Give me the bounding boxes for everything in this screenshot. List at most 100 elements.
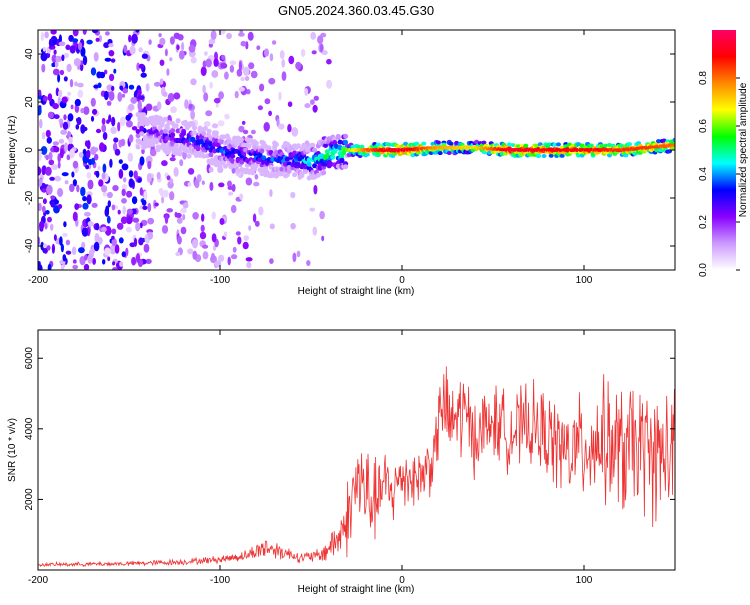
spectrogram-noise-cell <box>309 207 316 212</box>
spectrogram-noise-cell <box>232 246 237 253</box>
spectrogram-noise-cell <box>208 166 214 173</box>
spectrogram-noise-cell <box>119 261 124 267</box>
spectrogram-noise-cell <box>190 110 196 120</box>
spectrogram-noise-cell <box>120 216 128 224</box>
spectrogram-noise-cell <box>217 120 225 127</box>
spectrogram-noise-cell <box>41 63 46 73</box>
spectrogram-ridge-cell <box>192 130 197 136</box>
spectrogram-noise-cell <box>202 244 209 249</box>
spectrogram-ridge-cell <box>548 153 554 158</box>
spectrogram-noise-cell <box>102 132 108 140</box>
spectrogram-ridge-cell <box>206 128 212 134</box>
spectrogram-noise-cell <box>47 111 54 119</box>
spectrogram-noise-cell <box>156 101 162 111</box>
spectrogram-noise-cell <box>243 66 250 77</box>
spectrogram-noise-cell <box>118 159 123 165</box>
x-tick-label: 100 <box>576 575 593 586</box>
spectrogram-ridge-cell <box>437 151 443 156</box>
spectrogram-x-label: Height of straight line (km) <box>298 286 415 297</box>
spectrogram-noise-cell <box>38 202 42 212</box>
spectrogram-noise-cell <box>42 198 47 205</box>
spectrogram-noise-cell <box>49 176 55 181</box>
spectrogram-noise-cell <box>62 232 68 237</box>
spectrogram-noise-cell <box>215 103 219 108</box>
spectrogram-noise-cell <box>80 46 86 57</box>
spectrogram-ridge-cell <box>135 129 141 134</box>
colorbar-tick-label: 0.2 <box>698 215 709 229</box>
spectrogram-noise-cell <box>118 169 124 179</box>
spectrogram-noise-cell <box>123 177 127 183</box>
spectrogram-ridge-cell <box>312 163 318 169</box>
x-tick-label: 100 <box>576 275 593 286</box>
spectrogram-noise-cell <box>209 181 214 191</box>
spectrogram-noise-cell <box>180 226 187 235</box>
spectrogram-noise-cell <box>179 159 184 167</box>
spectrogram-ridge-cell <box>546 142 552 147</box>
spectrogram-noise-cell <box>52 141 60 146</box>
spectrogram-noise-cell <box>108 90 115 101</box>
spectrogram-noise-cell <box>128 134 134 143</box>
spectrogram-noise-cell <box>140 72 147 78</box>
spectrogram-noise-cell <box>73 58 81 67</box>
spectrogram-noise-cell <box>240 76 245 82</box>
spectrogram-noise-cell <box>60 243 64 253</box>
spectrogram-noise-cell <box>200 224 205 233</box>
spectrogram-noise-cell <box>42 46 47 52</box>
spectrogram-ridge-cell <box>150 141 156 147</box>
spectrogram-noise-cell <box>153 81 161 87</box>
spectrogram-noise-cell <box>312 104 318 113</box>
spectrogram-ridge-cell <box>139 125 145 131</box>
colorbar-tick-label: 0.4 <box>698 167 709 181</box>
spectrogram-noise-cell <box>91 30 99 34</box>
spectrogram-noise-cell <box>71 246 77 256</box>
spectrogram-ridge-cell <box>448 141 454 146</box>
spectrogram-noise-cell <box>125 120 133 128</box>
spectrogram-ridge-cell <box>516 144 521 149</box>
spectrogram-noise-cell <box>38 89 42 96</box>
spectrogram-ridge-cell <box>162 128 168 134</box>
spectrogram-noise-cell <box>53 146 60 153</box>
spectrogram-noise-cell <box>50 201 56 208</box>
spectrogram-noise-cell <box>111 238 117 247</box>
spectrogram-noise-cell <box>94 233 100 243</box>
spectrogram-noise-cell <box>65 239 71 246</box>
spectrogram-noise-cell <box>97 165 101 171</box>
spectrogram-ridge-cell <box>343 139 349 145</box>
spectrogram-noise-cell <box>110 126 117 135</box>
spectrogram-ridge-cell <box>490 150 496 155</box>
spectrogram-ridge-cell <box>243 147 248 153</box>
spectrogram-noise-cell <box>163 91 168 98</box>
spectrogram-noise-cell <box>93 52 99 62</box>
spectrogram-noise-cell <box>269 223 275 230</box>
spectrogram-noise-cell <box>173 32 181 39</box>
snr-panel: -200 -100 0 100 2000 4000 6000 Height of stra… <box>7 329 676 595</box>
spectrogram-ridge-cell <box>201 130 207 136</box>
spectrogram-noise-cell <box>101 226 107 233</box>
spectrogram-ridge-cell <box>284 156 290 162</box>
spectrogram-noise-cell <box>112 267 118 270</box>
spectrogram-noise-cell <box>218 91 225 100</box>
snr-y-ticks: 2000 4000 6000 <box>24 347 675 511</box>
spectrogram-noise-cell <box>63 114 67 121</box>
spectrogram-noise-cell <box>252 213 257 223</box>
spectrogram-noise-cell <box>143 190 148 201</box>
spectrogram-noise-cell <box>221 54 226 61</box>
spectrogram-noise-cell <box>117 121 121 132</box>
spectrogram-ridge-cell <box>241 142 247 148</box>
y-tick-label: 2000 <box>24 488 35 511</box>
spectrogram-noise-cell <box>95 170 100 178</box>
spectrogram-noise-cell <box>209 81 213 89</box>
spectrogram-noise-cell <box>229 65 235 73</box>
spectrogram-noise-cell <box>126 216 133 225</box>
spectrogram-noise-cell <box>117 209 121 215</box>
spectrogram-noise-cell <box>72 211 78 222</box>
spectrogram-ridge-cell <box>559 153 565 158</box>
spectrogram-noise-cell <box>41 205 46 213</box>
y-tick-label: 0 <box>24 147 35 153</box>
spectrogram-noise-cell <box>313 95 319 101</box>
spectrogram-noise-cell <box>202 251 209 260</box>
spectrogram-noise-cell <box>192 238 198 249</box>
spectrogram-noise-cell <box>53 234 57 242</box>
spectrogram-ridge-cell <box>273 142 279 147</box>
